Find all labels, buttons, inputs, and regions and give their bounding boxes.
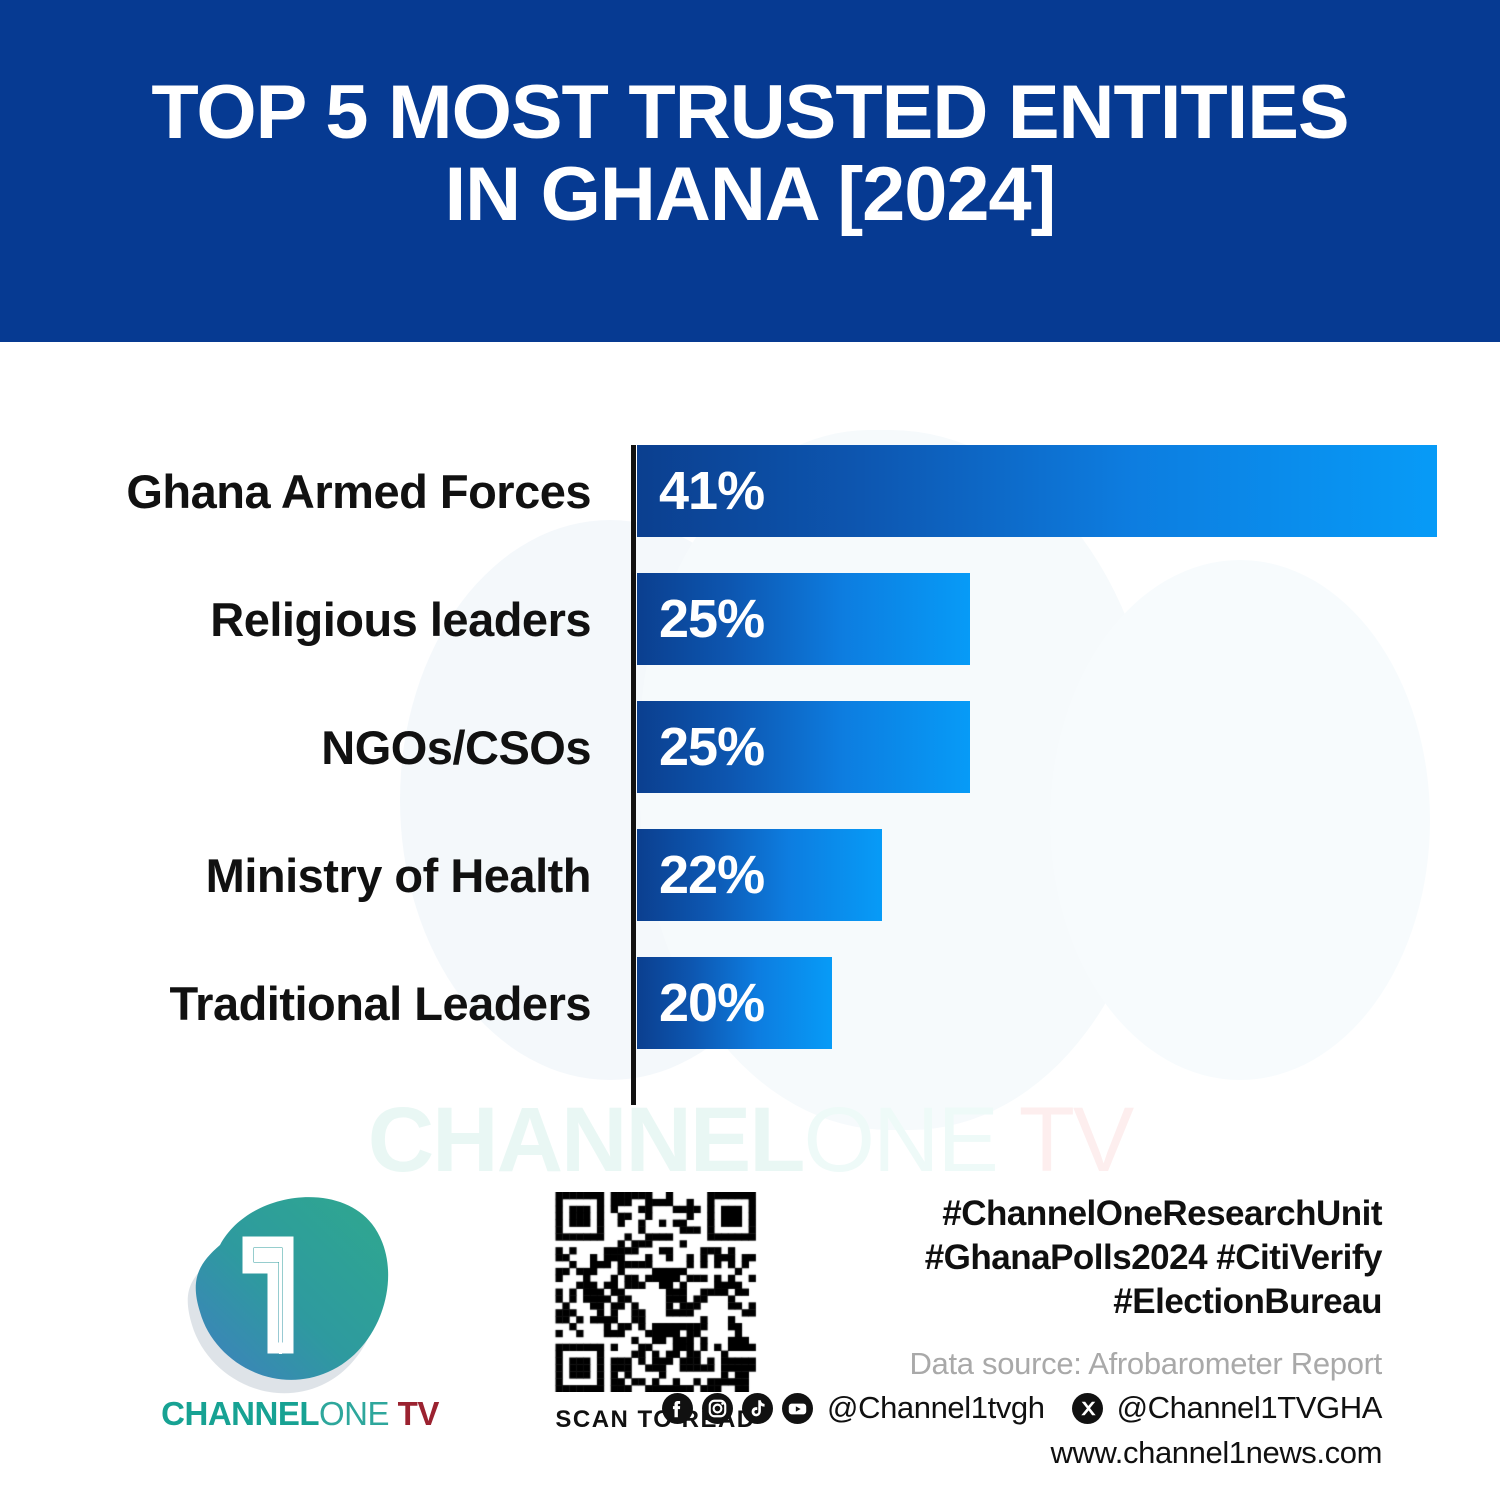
- bar: 20%: [637, 957, 832, 1049]
- x-icon[interactable]: [1071, 1392, 1103, 1424]
- social-handle-x[interactable]: @Channel1TVGHA: [1116, 1390, 1383, 1425]
- chart-row: Religious leaders 25%: [0, 573, 1500, 665]
- tiktok-icon[interactable]: [742, 1392, 774, 1424]
- website-url[interactable]: www.channel1news.com: [1050, 1435, 1383, 1470]
- footer-info-block: #ChannelOneResearchUnit #GhanaPolls2024 …: [662, 1192, 1383, 1471]
- watermark-tv: TV: [996, 1089, 1135, 1191]
- bar: 25%: [637, 701, 970, 793]
- watermark: CHANNELONE TV: [0, 1088, 1500, 1193]
- bar-value-label: 25%: [659, 717, 765, 777]
- logo-one-text: ONE: [318, 1395, 390, 1432]
- bar-category-label: Traditional Leaders: [169, 976, 592, 1030]
- background-blob-right: [1050, 560, 1430, 1080]
- social-handles-row: @Channel1tvgh @Channel1TVGHA: [662, 1390, 1383, 1426]
- page-title: TOP 5 MOST TRUSTED ENTITIES IN GHANA [20…: [151, 70, 1349, 237]
- facebook-icon[interactable]: [662, 1392, 694, 1424]
- social-handle-primary[interactable]: @Channel1tvgh: [827, 1390, 1045, 1425]
- bar-category-label: Ghana Armed Forces: [126, 464, 591, 518]
- footer: CHANNELONE TV SCAN TO READ #ChannelOneRe…: [0, 1170, 1500, 1500]
- bar-chart: Ghana Armed Forces 41% Religious leaders 25…: [0, 440, 1500, 1120]
- header-banner: TOP 5 MOST TRUSTED ENTITIES IN GHANA [20…: [0, 0, 1500, 342]
- qr-code-image[interactable]: [548, 1192, 763, 1392]
- bar: 41%: [637, 445, 1437, 537]
- channel-one-logo-icon: [187, 1197, 389, 1394]
- bar-category-label: NGOs/CSOs: [321, 720, 591, 774]
- instagram-icon[interactable]: [702, 1392, 734, 1424]
- watermark-channel: CHANNEL: [367, 1089, 806, 1191]
- chart-axis-line: [631, 445, 636, 1105]
- bar-category-label: Religious leaders: [210, 592, 591, 646]
- chart-row: NGOs/CSOs 25%: [0, 701, 1500, 793]
- bar-value-label: 25%: [659, 589, 765, 649]
- logo-wordmark: CHANNELONE TV: [140, 1395, 460, 1433]
- bar-value-label: 22%: [659, 845, 765, 905]
- chart-row: Traditional Leaders 20%: [0, 957, 1500, 1049]
- chart-row: Ghana Armed Forces 41%: [0, 445, 1500, 537]
- bar: 25%: [637, 573, 970, 665]
- hashtags: #ChannelOneResearchUnit #GhanaPolls2024 …: [924, 1194, 1383, 1321]
- chart-row: Ministry of Health 22%: [0, 829, 1500, 921]
- youtube-icon[interactable]: [782, 1392, 814, 1424]
- bar-category-label: Ministry of Health: [205, 848, 592, 902]
- bar: 22%: [637, 829, 882, 921]
- brand-logo: CHANNELONE TV: [140, 1190, 460, 1470]
- bar-value-label: 20%: [659, 973, 765, 1033]
- logo-tv-text: TV: [389, 1395, 440, 1432]
- watermark-one: ONE: [803, 1089, 998, 1191]
- data-source-text: Data source: Afrobarometer Report: [909, 1346, 1382, 1381]
- bar-value-label: 41%: [659, 461, 765, 521]
- logo-channel-text: CHANNEL: [161, 1395, 319, 1432]
